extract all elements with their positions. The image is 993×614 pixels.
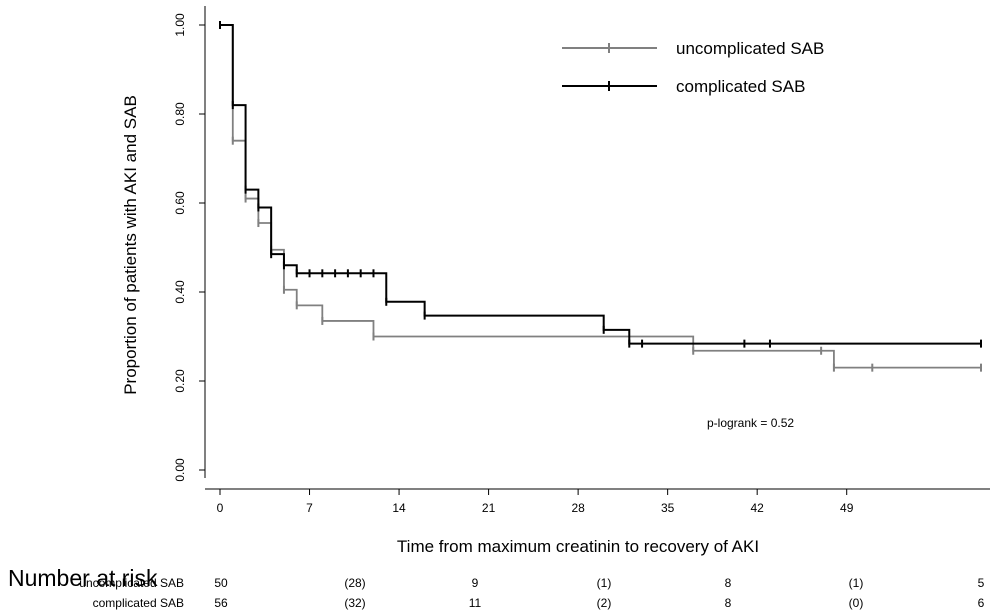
legend-label-uncomplicated: uncomplicated SAB (676, 39, 824, 58)
series-layer (219, 21, 982, 372)
risk-table-title: Number at risk (8, 565, 158, 591)
x-ticks: 0 7 14 21 28 35 42 49 (217, 489, 854, 515)
risk-row-uncomplicated: uncomplicated SAB 50 (28) 9 (1) 8 (1) 5 (79, 576, 984, 590)
x-axis-title: Time from maximum creatinin to recovery … (397, 537, 759, 556)
y-tick-label: 1.00 (173, 13, 187, 37)
x-tick-label: 28 (571, 501, 585, 515)
risk-row-label: uncomplicated SAB (79, 576, 184, 590)
x-tick-label: 21 (482, 501, 496, 515)
x-tick-label: 42 (750, 501, 764, 515)
risk-value: 9 (472, 576, 479, 590)
y-tick-label: 0.40 (173, 280, 187, 304)
risk-value: 56 (214, 596, 228, 610)
y-tick-label: 0.60 (173, 191, 187, 215)
legend-label-complicated: complicated SAB (676, 77, 805, 96)
risk-value: 11 (469, 596, 482, 610)
risk-value: (0) (849, 596, 864, 610)
x-tick-label: 0 (217, 501, 224, 515)
legend-item-complicated: complicated SAB (562, 77, 805, 96)
axes (204, 6, 990, 490)
risk-value: 50 (214, 576, 228, 590)
risk-value: (28) (344, 576, 365, 590)
number-at-risk-table: Number at risk uncomplicated SAB 50 (28)… (8, 565, 985, 610)
y-tick-label: 0.20 (173, 369, 187, 393)
risk-row-label: complicated SAB (93, 596, 184, 610)
x-tick-label: 7 (306, 501, 313, 515)
risk-value: 5 (978, 576, 985, 590)
y-ticks: 0.00 0.20 0.40 0.60 0.80 1.00 (173, 13, 205, 482)
legend: uncomplicated SAB complicated SAB (562, 39, 824, 96)
legend-item-uncomplicated: uncomplicated SAB (562, 39, 824, 58)
risk-value: (1) (849, 576, 864, 590)
risk-value: (32) (344, 596, 365, 610)
risk-value: (2) (597, 596, 612, 610)
x-tick-label: 35 (661, 501, 675, 515)
p-logrank-annotation: p-logrank = 0.52 (707, 416, 794, 430)
x-tick-label: 14 (392, 501, 406, 515)
risk-row-complicated: complicated SAB 56 (32) 11 (2) 8 (0) 6 (93, 596, 985, 610)
y-axis-title: Proportion of patients with AKI and SAB (121, 95, 140, 395)
y-tick-label: 0.00 (173, 458, 187, 482)
risk-value: (1) (597, 576, 612, 590)
risk-value: 6 (978, 596, 985, 610)
x-tick-label: 49 (840, 501, 854, 515)
y-tick-label: 0.80 (173, 102, 187, 126)
risk-value: 8 (725, 576, 732, 590)
km-curve-complicated (220, 24, 981, 345)
risk-value: 8 (725, 596, 732, 610)
